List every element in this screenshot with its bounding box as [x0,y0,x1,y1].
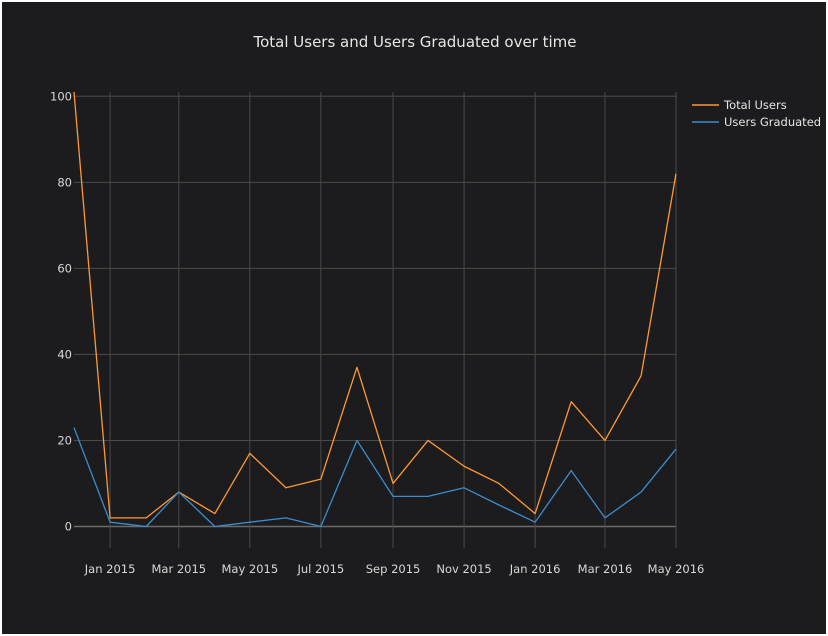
x-tick-label: Jul 2015 [296,562,344,576]
x-tick-label: Mar 2015 [151,562,206,576]
y-axis-ticks: 0 20 40 60 80 100 [50,89,72,533]
legend-label: Users Graduated [724,115,821,129]
legend-item[interactable]: Users Graduated [692,115,821,129]
y-tick-label: 20 [57,433,72,447]
y-tick-label: 40 [57,347,72,361]
x-tick-label: Sep 2015 [366,562,421,576]
x-tick-label: May 2016 [648,562,705,576]
y-tick-label: 80 [57,175,72,189]
x-tick-label: Jan 2016 [509,562,561,576]
series-lines [73,91,677,528]
legend-label: Total Users [723,98,787,112]
x-axis-ticks: Jan 2015 Mar 2015 May 2015 Jul 2015 Sep 2015… [84,562,705,576]
x-tick-label: Nov 2015 [436,562,491,576]
y-tick-label: 0 [65,519,72,533]
grid-lines [74,92,677,548]
y-tick-label: 60 [57,261,72,275]
y-tick-label: 100 [50,89,72,103]
x-tick-label: Jan 2015 [84,562,136,576]
series-line-total-users [73,91,677,519]
legend[interactable]: Total Users Users Graduated [692,98,821,129]
x-tick-label: May 2015 [221,562,278,576]
legend-item[interactable]: Total Users [692,98,787,112]
chart-title: Total Users and Users Graduated over tim… [252,33,576,51]
series-line-users-graduated [73,427,677,528]
x-tick-label: Mar 2016 [578,562,633,576]
